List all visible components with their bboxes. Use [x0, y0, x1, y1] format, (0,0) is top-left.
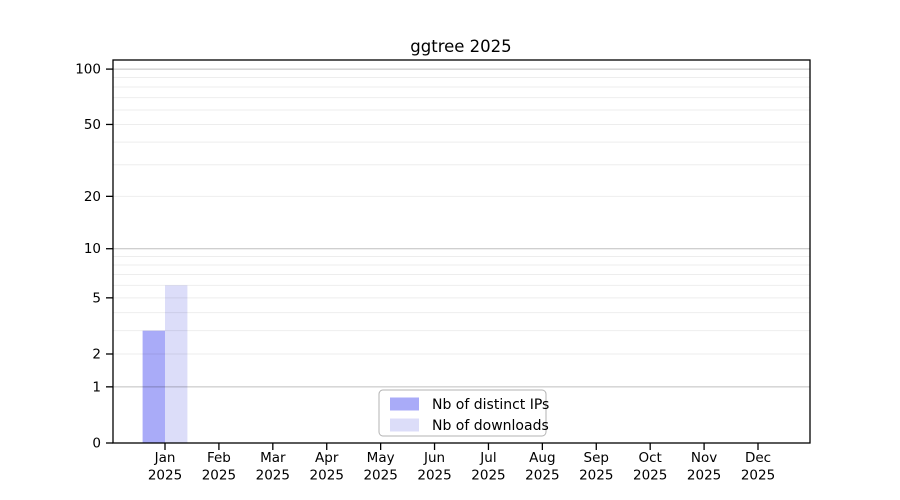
- x-tick-label-month: Sep: [584, 450, 609, 466]
- y-tick-label: 5: [92, 290, 101, 306]
- x-tick-label-month: Feb: [207, 450, 231, 466]
- y-tick-label: 50: [84, 117, 101, 133]
- y-tick-label: 20: [84, 189, 101, 205]
- y-tick-label: 1: [92, 379, 101, 395]
- x-axis: Jan 2025 Feb 2025 Mar 2025 Apr 2025 May 2025 Jun 20…: [148, 443, 775, 484]
- x-tick-label-month: Jun: [423, 450, 445, 466]
- x-tick-label-month: Jul: [479, 450, 496, 466]
- legend-box: [378, 389, 547, 437]
- y-tick-label: 2: [92, 346, 101, 362]
- x-tick-label-year: 2025: [148, 468, 182, 484]
- x-tick-label-year: 2025: [471, 468, 505, 484]
- y-tick-label: 100: [75, 62, 101, 78]
- x-tick-label-year: 2025: [256, 468, 290, 484]
- legend: Nb of distinct IPs Nb of downloads: [378, 389, 549, 437]
- bars-group: [142, 285, 188, 443]
- legend-label-1: Nb of distinct IPs: [432, 397, 549, 413]
- x-tick-label-year: 2025: [633, 468, 667, 484]
- x-tick-label-year: 2025: [525, 468, 559, 484]
- x-tick-label-month: Jan: [154, 450, 176, 466]
- x-tick-label-month: Nov: [691, 450, 717, 466]
- x-tick-label-year: 2025: [417, 468, 451, 484]
- x-tick-label-month: Aug: [529, 450, 555, 466]
- x-tick-label-month: Oct: [639, 450, 662, 466]
- bar-nb-of-downloads-jan: [165, 285, 188, 443]
- x-tick-label-year: 2025: [202, 468, 236, 484]
- y-axis: 0 1 2 5 10 20 50 100: [75, 62, 113, 452]
- legend-swatch-2: [390, 418, 419, 432]
- x-tick-label-month: May: [367, 450, 395, 466]
- y-tick-label: 10: [84, 241, 101, 257]
- plot-border: [112, 59, 811, 444]
- x-tick-label-year: 2025: [310, 468, 344, 484]
- x-tick-label-year: 2025: [579, 468, 613, 484]
- x-tick-label-month: Mar: [260, 450, 286, 466]
- legend-swatch-1: [390, 397, 419, 411]
- y-tick-label: 0: [92, 436, 101, 452]
- x-tick-label-year: 2025: [687, 468, 721, 484]
- chart-title: ggtree 2025: [410, 37, 511, 56]
- x-tick-label-month: Dec: [745, 450, 771, 466]
- bar-nb-of-distinct-ips-jan: [142, 330, 165, 443]
- x-tick-label-year: 2025: [741, 468, 775, 484]
- legend-label-2: Nb of downloads: [432, 418, 549, 434]
- x-tick-label-month: Apr: [315, 450, 339, 466]
- x-tick-label-year: 2025: [363, 468, 397, 484]
- gridlines: [113, 68, 810, 388]
